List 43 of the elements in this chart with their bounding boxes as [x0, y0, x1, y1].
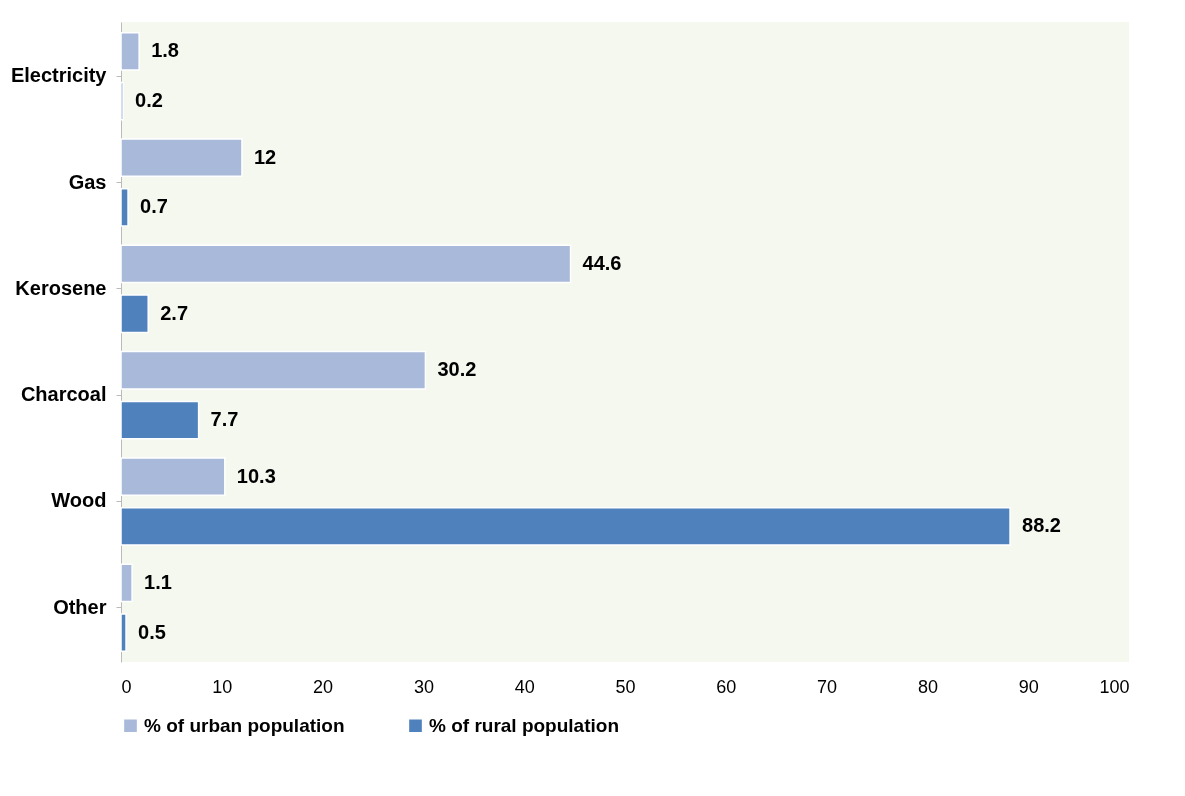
- y-tick-label: Kerosene: [15, 276, 107, 299]
- y-tick-label: Electricity: [10, 64, 108, 87]
- data-label: 2.7: [160, 301, 189, 324]
- bar: [120, 294, 149, 334]
- bar: [120, 563, 133, 603]
- x-tick-label: 90: [1018, 676, 1039, 697]
- bar: [120, 188, 129, 227]
- data-label: 10.3: [236, 464, 276, 487]
- x-tick-label: 100: [1099, 676, 1130, 697]
- data-label: 0.5: [138, 620, 166, 643]
- data-label: 88.2: [1022, 514, 1061, 537]
- data-label: 1.8: [151, 39, 179, 62]
- legend-label: % of rural population: [429, 714, 619, 736]
- x-tick-label: 30: [413, 676, 434, 697]
- bar: [120, 81, 124, 121]
- x-tick-label: 40: [514, 676, 535, 697]
- y-tick-label: Charcoal: [20, 383, 107, 406]
- x-tick-label: 20: [313, 676, 334, 697]
- data-label: 7.7: [210, 408, 239, 431]
- bar: [120, 400, 200, 440]
- bar: [120, 613, 127, 653]
- x-tick-label: 10: [212, 676, 233, 697]
- data-label: 0.7: [140, 195, 168, 218]
- data-label: 44.6: [582, 251, 622, 274]
- bar: [120, 31, 140, 71]
- x-tick-label: 80: [917, 676, 938, 697]
- data-label: 12: [253, 145, 277, 168]
- x-tick-label: 60: [716, 676, 737, 697]
- x-tick-label: 50: [615, 676, 636, 697]
- x-tick-label: 70: [817, 676, 838, 697]
- y-tick-label: Gas: [68, 170, 107, 193]
- y-tick-label: Other: [53, 595, 107, 618]
- y-tick-label: Wood: [51, 489, 107, 512]
- data-label: 0.2: [135, 89, 163, 112]
- x-tick-label: 0: [121, 676, 132, 697]
- bar: [120, 138, 243, 178]
- bar: [120, 506, 1011, 546]
- data-label: 30.2: [437, 358, 477, 381]
- data-label: 1.1: [144, 570, 172, 593]
- legend-label: % of urban population: [144, 714, 345, 736]
- bar: [120, 457, 226, 496]
- bar: [120, 350, 427, 390]
- bar: [120, 244, 572, 284]
